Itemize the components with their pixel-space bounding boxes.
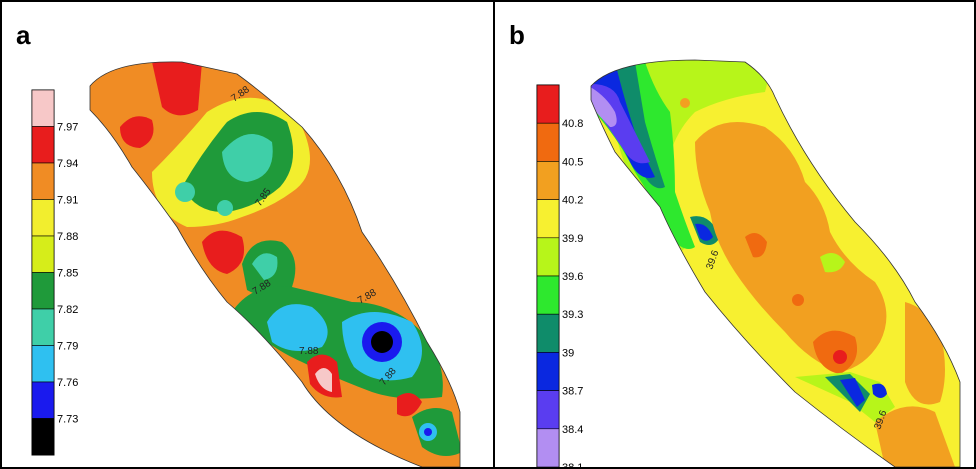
panel-b-legend-swatch: [536, 161, 560, 200]
panel-a-legend-tick: 7.97: [57, 122, 78, 134]
panel-b-plot: 40.840.540.239.939.639.33938.738.438.139…: [536, 59, 961, 469]
panel-a-region: [424, 428, 432, 436]
panel-b-legend-tick: 40.2: [562, 195, 583, 207]
panel-a-region: [120, 116, 154, 148]
panel-a-legend-tick: 7.79: [57, 341, 78, 353]
panel-b-legend-swatch: [536, 237, 560, 277]
panel-a-legend-tick: 7.91: [57, 195, 78, 207]
panel-a-legend-swatch: [31, 272, 55, 310]
panel-b-legend-swatch: [536, 313, 560, 353]
panel-b-region: [680, 98, 690, 108]
panel-b-legend-swatch: [536, 84, 560, 124]
panel-b-map: [591, 60, 960, 467]
panel-a-legend-tick: 7.94: [57, 158, 78, 170]
panel-b-region: [840, 378, 865, 407]
panel-b-region: [875, 406, 955, 467]
panel-a-label: a: [16, 20, 31, 50]
panel-b-legend-tick: 39.9: [562, 233, 583, 245]
panel-a-region: [397, 393, 422, 417]
panel-a-region: [315, 368, 332, 392]
panel-a-region: [202, 230, 245, 274]
panel-b-label: b: [509, 20, 525, 50]
panel-a-legend-tick: 7.88: [57, 231, 78, 243]
panel-a: a 7.97 7.94 7.91 7.88 7.85 7.82 7.79 7.76 7.73 7.…: [0, 0, 495, 469]
panel-a-legend-swatch: [31, 235, 55, 273]
panel-a-legend-swatch: [31, 381, 55, 419]
panel-b-region: [905, 302, 945, 405]
panel-a-region: [217, 200, 233, 216]
panel-b-legend-swatch: [536, 428, 560, 467]
panel-a-legend-swatch: [31, 308, 55, 346]
panel-a-contour-label: 7.88: [299, 346, 319, 357]
panel-b-region: [820, 253, 845, 273]
panel-b-outline: [590, 59, 961, 467]
panel-b-legend-tick: 38.1: [562, 462, 583, 469]
panel-b-region: [695, 223, 713, 241]
panel-b-region: [872, 383, 887, 398]
panel-b-legend-swatch: [536, 352, 560, 391]
panel-b-region: [792, 294, 804, 306]
panel-b-region: [745, 233, 767, 258]
panel-a-legend-tick: 7.76: [57, 377, 78, 389]
panel-a-region: [371, 331, 393, 353]
panel-a-legend-swatch: [31, 126, 55, 164]
panel-b-legend-swatch: [536, 122, 560, 162]
panel-a-region: [152, 62, 202, 116]
panel-b-legend-tick: 39.3: [562, 309, 583, 321]
panel-b-legend-tick: 39.6: [562, 271, 583, 283]
panel-b-region: [833, 350, 847, 364]
panel-b-region: [591, 84, 617, 127]
panel-a-legend-swatch: [31, 418, 55, 456]
panel-b: b 40.8 40.5 40.2 39.9 39.6 39.3 39 38.7 38.4 38.1…: [493, 0, 976, 469]
panel-a-region: [267, 304, 328, 351]
panel-b-legend-swatch: [536, 390, 560, 430]
panel-a-region: [175, 182, 195, 202]
panel-b-legend-tick: 38.7: [562, 386, 583, 398]
panel-b-legend-tick: 40.5: [562, 156, 583, 168]
panel-a-legend-tick: 7.85: [57, 268, 78, 280]
panel-a-legend-swatch: [31, 345, 55, 383]
panel-a-region: [252, 253, 278, 280]
panel-b-legend-swatch: [536, 275, 560, 315]
panel-a-legend-swatch: [31, 199, 55, 237]
panel-b-legend-tick: 38.4: [562, 424, 583, 436]
panel-a-map: [90, 61, 460, 467]
panel-b-legend-tick: 40.8: [562, 118, 583, 130]
panel-a-legend-swatch: [31, 89, 55, 127]
panel-b-legend-swatch: [536, 199, 560, 239]
panel-a-legend-tick: 7.73: [57, 414, 78, 426]
panel-a-plot: 7.97 7.94 7.91 7.88 7.85 7.82 7.79 7.76 7.73 7.88…: [31, 61, 461, 467]
panel-a-legend-tick: 7.82: [57, 304, 78, 316]
panel-a-legend-swatch: [31, 162, 55, 200]
panel-b-region: [695, 122, 887, 372]
panel-b-legend-tick: 39: [562, 347, 574, 359]
panel-a-outline: [89, 61, 461, 467]
panel-a-region: [222, 134, 273, 182]
